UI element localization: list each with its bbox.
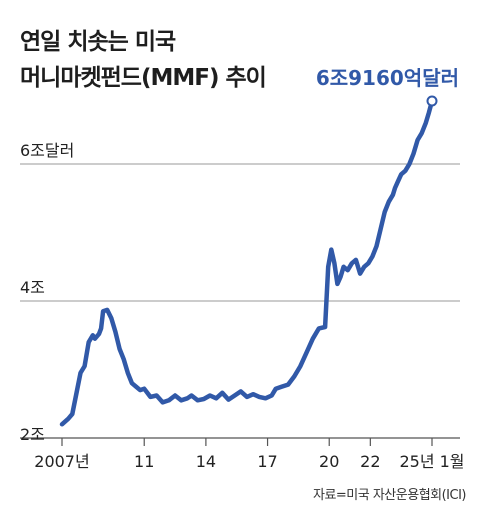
x-tick-label: 25년 1월 (399, 452, 464, 471)
end-value-label: 6조9160억달러 (316, 66, 459, 90)
x-tick-label: 11 (134, 452, 154, 471)
x-tick-label: 17 (257, 452, 277, 471)
x-tick-label: 22 (360, 452, 380, 471)
source-note: 자료=미국 자산운용협회(ICI) (312, 488, 467, 503)
mmf-series-line (59, 98, 435, 427)
y-tick-label: 6조달러 (20, 141, 74, 160)
y-tick-label: 2조 (20, 425, 45, 444)
y-tick-label: 4조 (20, 278, 45, 297)
x-tick-label: 14 (196, 452, 216, 471)
chart-title-line2: 머니마켓펀드(MMF) 추이 (20, 65, 267, 91)
x-tick-label: 2007년 (34, 452, 89, 471)
x-tick-label: 20 (319, 452, 339, 471)
end-point-marker (426, 95, 438, 107)
chart-title-line1: 연일 치솟는 미국 (20, 29, 176, 55)
